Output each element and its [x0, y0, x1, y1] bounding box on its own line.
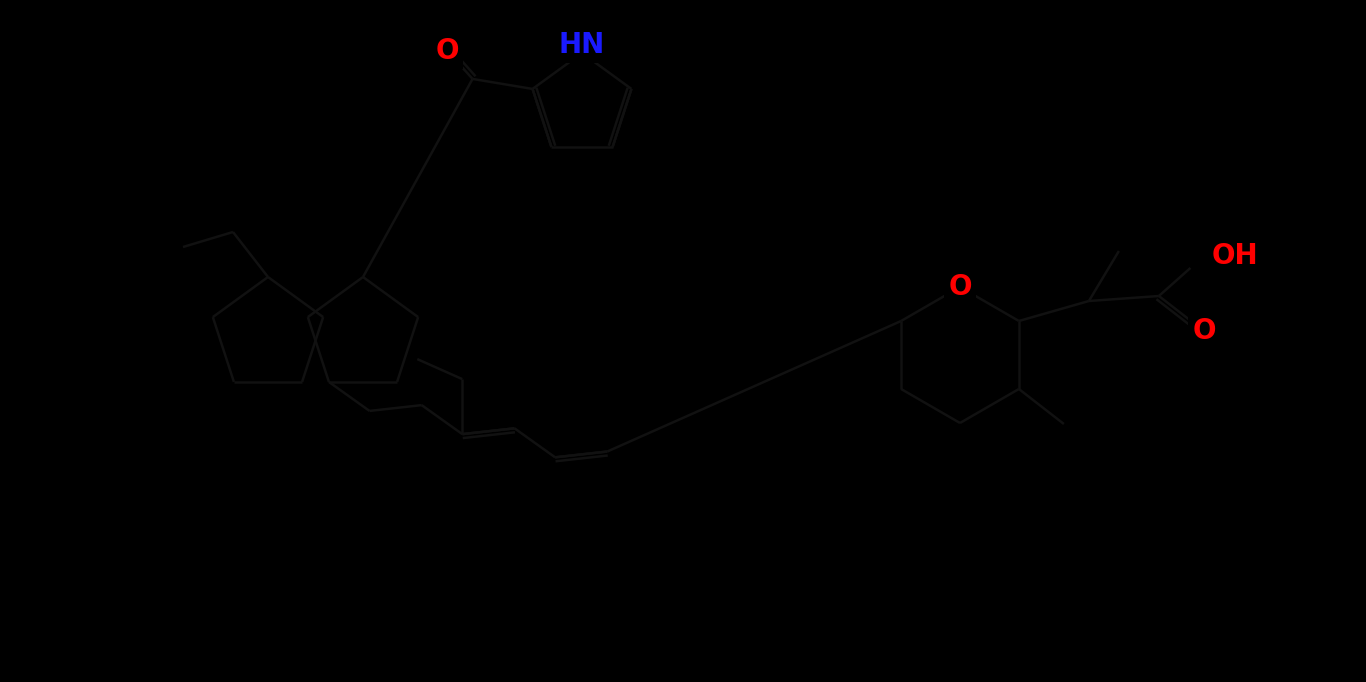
Text: O: O	[948, 273, 971, 301]
Text: O: O	[1193, 317, 1216, 345]
Text: O: O	[436, 37, 459, 65]
Text: HN: HN	[559, 31, 605, 59]
Text: OH: OH	[1212, 242, 1258, 270]
